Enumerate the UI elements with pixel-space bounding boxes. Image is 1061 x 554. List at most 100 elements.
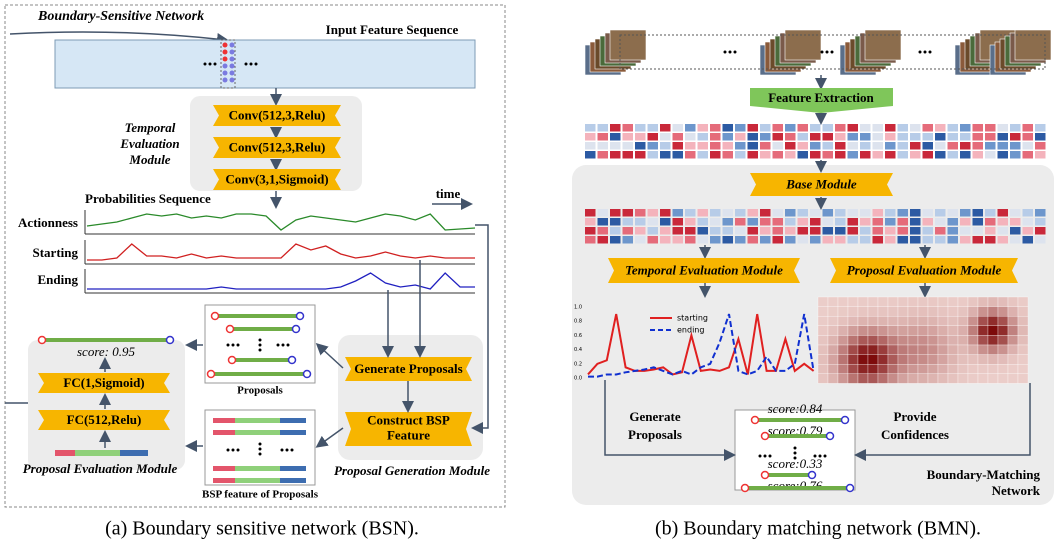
feature-cell <box>685 236 696 244</box>
heat-cell <box>818 335 828 345</box>
heat-cell <box>838 316 848 326</box>
feature-cell <box>660 142 671 150</box>
heat-cell <box>948 364 958 374</box>
feature-cell <box>598 124 609 132</box>
feature-cell <box>648 218 659 226</box>
feature-cell <box>985 227 996 235</box>
dot <box>245 63 248 66</box>
feature-cell <box>985 124 996 132</box>
curve <box>87 214 475 230</box>
feature-cell <box>710 227 721 235</box>
feature-cell <box>1010 142 1021 150</box>
feature-cell <box>798 142 809 150</box>
heat-cell <box>998 307 1008 317</box>
feature-cell <box>685 142 696 150</box>
feature-cell <box>598 151 609 159</box>
feature-cell <box>935 142 946 150</box>
start <box>762 433 769 440</box>
heat-cell <box>888 307 898 317</box>
feature-cell <box>785 151 796 159</box>
heat-cell <box>928 335 938 345</box>
dot <box>232 344 235 347</box>
start <box>762 472 769 479</box>
feature-cell <box>1023 124 1034 132</box>
heat-cell <box>888 316 898 326</box>
dot <box>724 51 727 54</box>
feature-cell <box>635 151 646 159</box>
feature-cell <box>773 142 784 150</box>
frame <box>785 30 821 60</box>
seg <box>280 418 306 423</box>
end <box>827 433 834 440</box>
feature-cell <box>948 142 959 150</box>
heat-cell <box>848 326 858 336</box>
feature-dot <box>230 78 235 83</box>
start <box>742 485 749 492</box>
heat-cell <box>958 355 968 365</box>
feature-cell <box>723 142 734 150</box>
end <box>289 357 296 364</box>
feature-cell <box>885 227 896 235</box>
feature-cell <box>660 227 671 235</box>
heat-cell <box>838 364 848 374</box>
feature-cell <box>935 209 946 217</box>
heat-cell <box>918 374 928 384</box>
feature-cell <box>810 236 821 244</box>
heat-cell <box>938 364 948 374</box>
feature-cell <box>985 151 996 159</box>
label: Confidences <box>881 427 949 442</box>
feature-cell <box>1023 209 1034 217</box>
feature-cell <box>635 124 646 132</box>
feature-cell <box>1035 209 1046 217</box>
heat-cell <box>1008 345 1018 355</box>
feature-cell <box>1023 151 1034 159</box>
feature-cell <box>923 142 934 150</box>
feature-cell <box>723 209 734 217</box>
dot <box>759 455 762 458</box>
feature-cell <box>923 227 934 235</box>
heat-cell <box>1018 316 1028 326</box>
feature-cell <box>923 236 934 244</box>
dot <box>232 449 235 452</box>
feature-cell <box>860 227 871 235</box>
heat-cell <box>978 307 988 317</box>
dot <box>924 51 927 54</box>
seg <box>235 466 280 471</box>
feature-cell <box>1035 227 1046 235</box>
feature-cell <box>935 227 946 235</box>
feature-dot <box>223 71 228 76</box>
heat-cell <box>848 335 858 345</box>
seg <box>75 450 120 456</box>
heat-cell <box>898 345 908 355</box>
heat-cell <box>928 307 938 317</box>
feature-cell <box>748 142 759 150</box>
heat-cell <box>908 297 918 307</box>
feature-cell <box>985 218 996 226</box>
feature-cell <box>585 218 596 226</box>
feature-cell <box>660 124 671 132</box>
feature-cell <box>710 133 721 141</box>
feature-cell <box>685 124 696 132</box>
feature-cell <box>948 209 959 217</box>
heat-cell <box>938 335 948 345</box>
feature-cell <box>735 209 746 217</box>
feature-cell <box>723 218 734 226</box>
heat-cell <box>888 364 898 374</box>
feature-cell <box>1035 151 1046 159</box>
dot <box>250 63 253 66</box>
feature-cell <box>1035 133 1046 141</box>
feature-cell <box>885 133 896 141</box>
y-tick-label: 0.8 <box>574 319 582 325</box>
dot <box>255 63 258 66</box>
feature-cell <box>748 133 759 141</box>
feature-cell <box>673 209 684 217</box>
feature-cell <box>635 218 646 226</box>
heat-cell <box>818 364 828 374</box>
label: time <box>436 186 461 201</box>
feature-cell <box>673 133 684 141</box>
feature-cell <box>860 124 871 132</box>
block-label: Conv(512,3,Relu) <box>229 107 326 122</box>
heat-cell <box>958 335 968 345</box>
heat-cell <box>928 316 938 326</box>
heat-cell <box>928 345 938 355</box>
